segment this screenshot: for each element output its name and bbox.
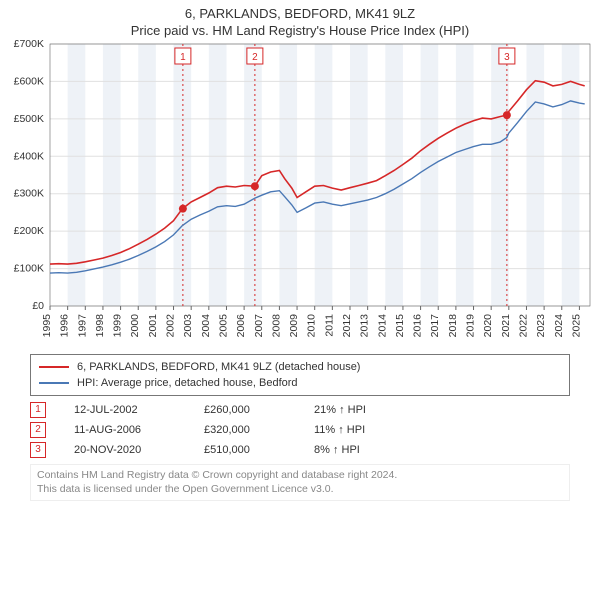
svg-text:1996: 1996 <box>59 314 71 338</box>
sale-price: £260,000 <box>204 404 314 416</box>
sale-date: 20-NOV-2020 <box>74 444 204 456</box>
svg-text:2025: 2025 <box>570 314 582 338</box>
svg-text:1997: 1997 <box>76 314 88 338</box>
sale-delta: 11% ↑ HPI <box>314 424 414 436</box>
footer-line: Contains HM Land Registry data © Crown c… <box>37 469 563 483</box>
legend-swatch <box>39 366 69 368</box>
svg-text:2017: 2017 <box>429 314 441 338</box>
svg-text:2013: 2013 <box>359 314 371 338</box>
svg-text:£700K: £700K <box>14 38 44 50</box>
svg-text:2021: 2021 <box>500 314 512 338</box>
svg-text:2000: 2000 <box>129 314 141 338</box>
svg-text:2010: 2010 <box>306 314 318 338</box>
sale-marker-icon: 3 <box>30 442 46 458</box>
svg-text:£500K: £500K <box>14 113 44 125</box>
svg-text:2002: 2002 <box>165 314 177 338</box>
svg-text:£200K: £200K <box>14 225 44 237</box>
sale-row: 2 11-AUG-2006 £320,000 11% ↑ HPI <box>30 420 570 440</box>
svg-text:2020: 2020 <box>482 314 494 338</box>
svg-text:2009: 2009 <box>288 314 300 338</box>
svg-text:2022: 2022 <box>517 314 529 338</box>
sale-row: 3 20-NOV-2020 £510,000 8% ↑ HPI <box>30 440 570 460</box>
footer-line: This data is licensed under the Open Gov… <box>37 483 563 497</box>
svg-text:2023: 2023 <box>535 314 547 338</box>
legend-label: 6, PARKLANDS, BEDFORD, MK41 9LZ (detache… <box>77 361 360 373</box>
sale-price: £320,000 <box>204 424 314 436</box>
svg-text:2003: 2003 <box>182 314 194 338</box>
legend-item: HPI: Average price, detached house, Bedf… <box>39 375 561 391</box>
svg-text:2024: 2024 <box>553 314 565 338</box>
legend-label: HPI: Average price, detached house, Bedf… <box>77 377 298 389</box>
sale-date: 12-JUL-2002 <box>74 404 204 416</box>
sale-marker-icon: 1 <box>30 402 46 418</box>
legend-item: 6, PARKLANDS, BEDFORD, MK41 9LZ (detache… <box>39 359 561 375</box>
svg-text:3: 3 <box>504 52 510 63</box>
svg-text:£100K: £100K <box>14 263 44 275</box>
svg-text:2012: 2012 <box>341 314 353 338</box>
svg-text:2: 2 <box>252 52 258 63</box>
svg-text:£600K: £600K <box>14 75 44 87</box>
sale-marker-icon: 2 <box>30 422 46 438</box>
svg-text:£0: £0 <box>32 300 44 312</box>
svg-text:1: 1 <box>180 52 186 63</box>
chart-title-sub: Price paid vs. HM Land Registry's House … <box>0 21 600 38</box>
svg-text:2004: 2004 <box>200 314 212 338</box>
svg-text:2015: 2015 <box>394 314 406 338</box>
sale-date: 11-AUG-2006 <box>74 424 204 436</box>
svg-text:2006: 2006 <box>235 314 247 338</box>
price-chart: £0 £100K £200K £300K £400K £500K £600K £700K 199… <box>0 38 600 348</box>
svg-text:2005: 2005 <box>217 314 229 338</box>
svg-text:2018: 2018 <box>447 314 459 338</box>
svg-text:2019: 2019 <box>465 314 477 338</box>
svg-text:2011: 2011 <box>323 314 335 337</box>
svg-text:1998: 1998 <box>94 314 106 338</box>
sale-price: £510,000 <box>204 444 314 456</box>
svg-text:2016: 2016 <box>412 314 424 338</box>
sales-table: 1 12-JUL-2002 £260,000 21% ↑ HPI 2 11-AU… <box>30 400 570 460</box>
svg-text:2014: 2014 <box>376 314 388 338</box>
svg-text:2007: 2007 <box>253 314 265 338</box>
legend: 6, PARKLANDS, BEDFORD, MK41 9LZ (detache… <box>30 354 570 396</box>
svg-text:£300K: £300K <box>14 188 44 200</box>
svg-text:1999: 1999 <box>112 314 124 338</box>
svg-text:1995: 1995 <box>41 314 53 338</box>
attribution-footer: Contains HM Land Registry data © Crown c… <box>30 464 570 501</box>
svg-text:2001: 2001 <box>147 314 159 338</box>
legend-swatch <box>39 382 69 384</box>
sale-delta: 21% ↑ HPI <box>314 404 414 416</box>
sale-row: 1 12-JUL-2002 £260,000 21% ↑ HPI <box>30 400 570 420</box>
sale-delta: 8% ↑ HPI <box>314 444 414 456</box>
chart-title-main: 6, PARKLANDS, BEDFORD, MK41 9LZ <box>0 0 600 21</box>
svg-text:2008: 2008 <box>270 314 282 338</box>
svg-text:£400K: £400K <box>14 150 44 162</box>
